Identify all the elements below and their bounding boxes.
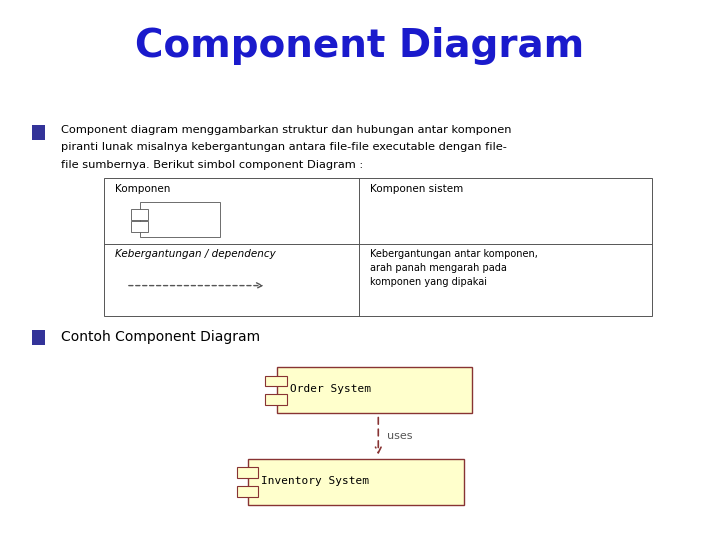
Text: Component Diagram: Component Diagram [135,27,585,65]
Text: Order System: Order System [290,384,372,394]
Text: Contoh Component Diagram: Contoh Component Diagram [61,330,261,345]
Bar [104,178,652,316]
Text: nama_komponen: nama_komponen [153,215,218,224]
Bar [248,459,464,505]
Bar [32,330,45,345]
Bar [140,202,220,238]
Bar [131,209,148,220]
Bar [236,467,258,478]
Text: piranti lunak misalnya kebergantungan antara file-file executable dengan file-: piranti lunak misalnya kebergantungan an… [61,143,507,152]
Text: Komponen sistem: Komponen sistem [369,184,463,194]
Text: Kebergantungan antar komponen,
arah panah mengarah pada
komponen yang dipakai: Kebergantungan antar komponen, arah pana… [369,248,538,287]
Bar [236,486,258,497]
Text: Inventory System: Inventory System [261,476,369,486]
Text: Component diagram menggambarkan struktur dan hubungan antar komponen: Component diagram menggambarkan struktur… [61,125,512,134]
Bar [277,367,472,413]
Text: Komponen: Komponen [115,184,171,194]
Bar [265,394,287,405]
Text: uses: uses [387,431,413,441]
Text: Kebergantungan / dependency: Kebergantungan / dependency [115,248,276,259]
Bar [131,221,148,233]
Bar [265,376,287,387]
Bar [32,125,45,140]
Text: file sumbernya. Berikut simbol component Diagram :: file sumbernya. Berikut simbol component… [61,160,364,170]
